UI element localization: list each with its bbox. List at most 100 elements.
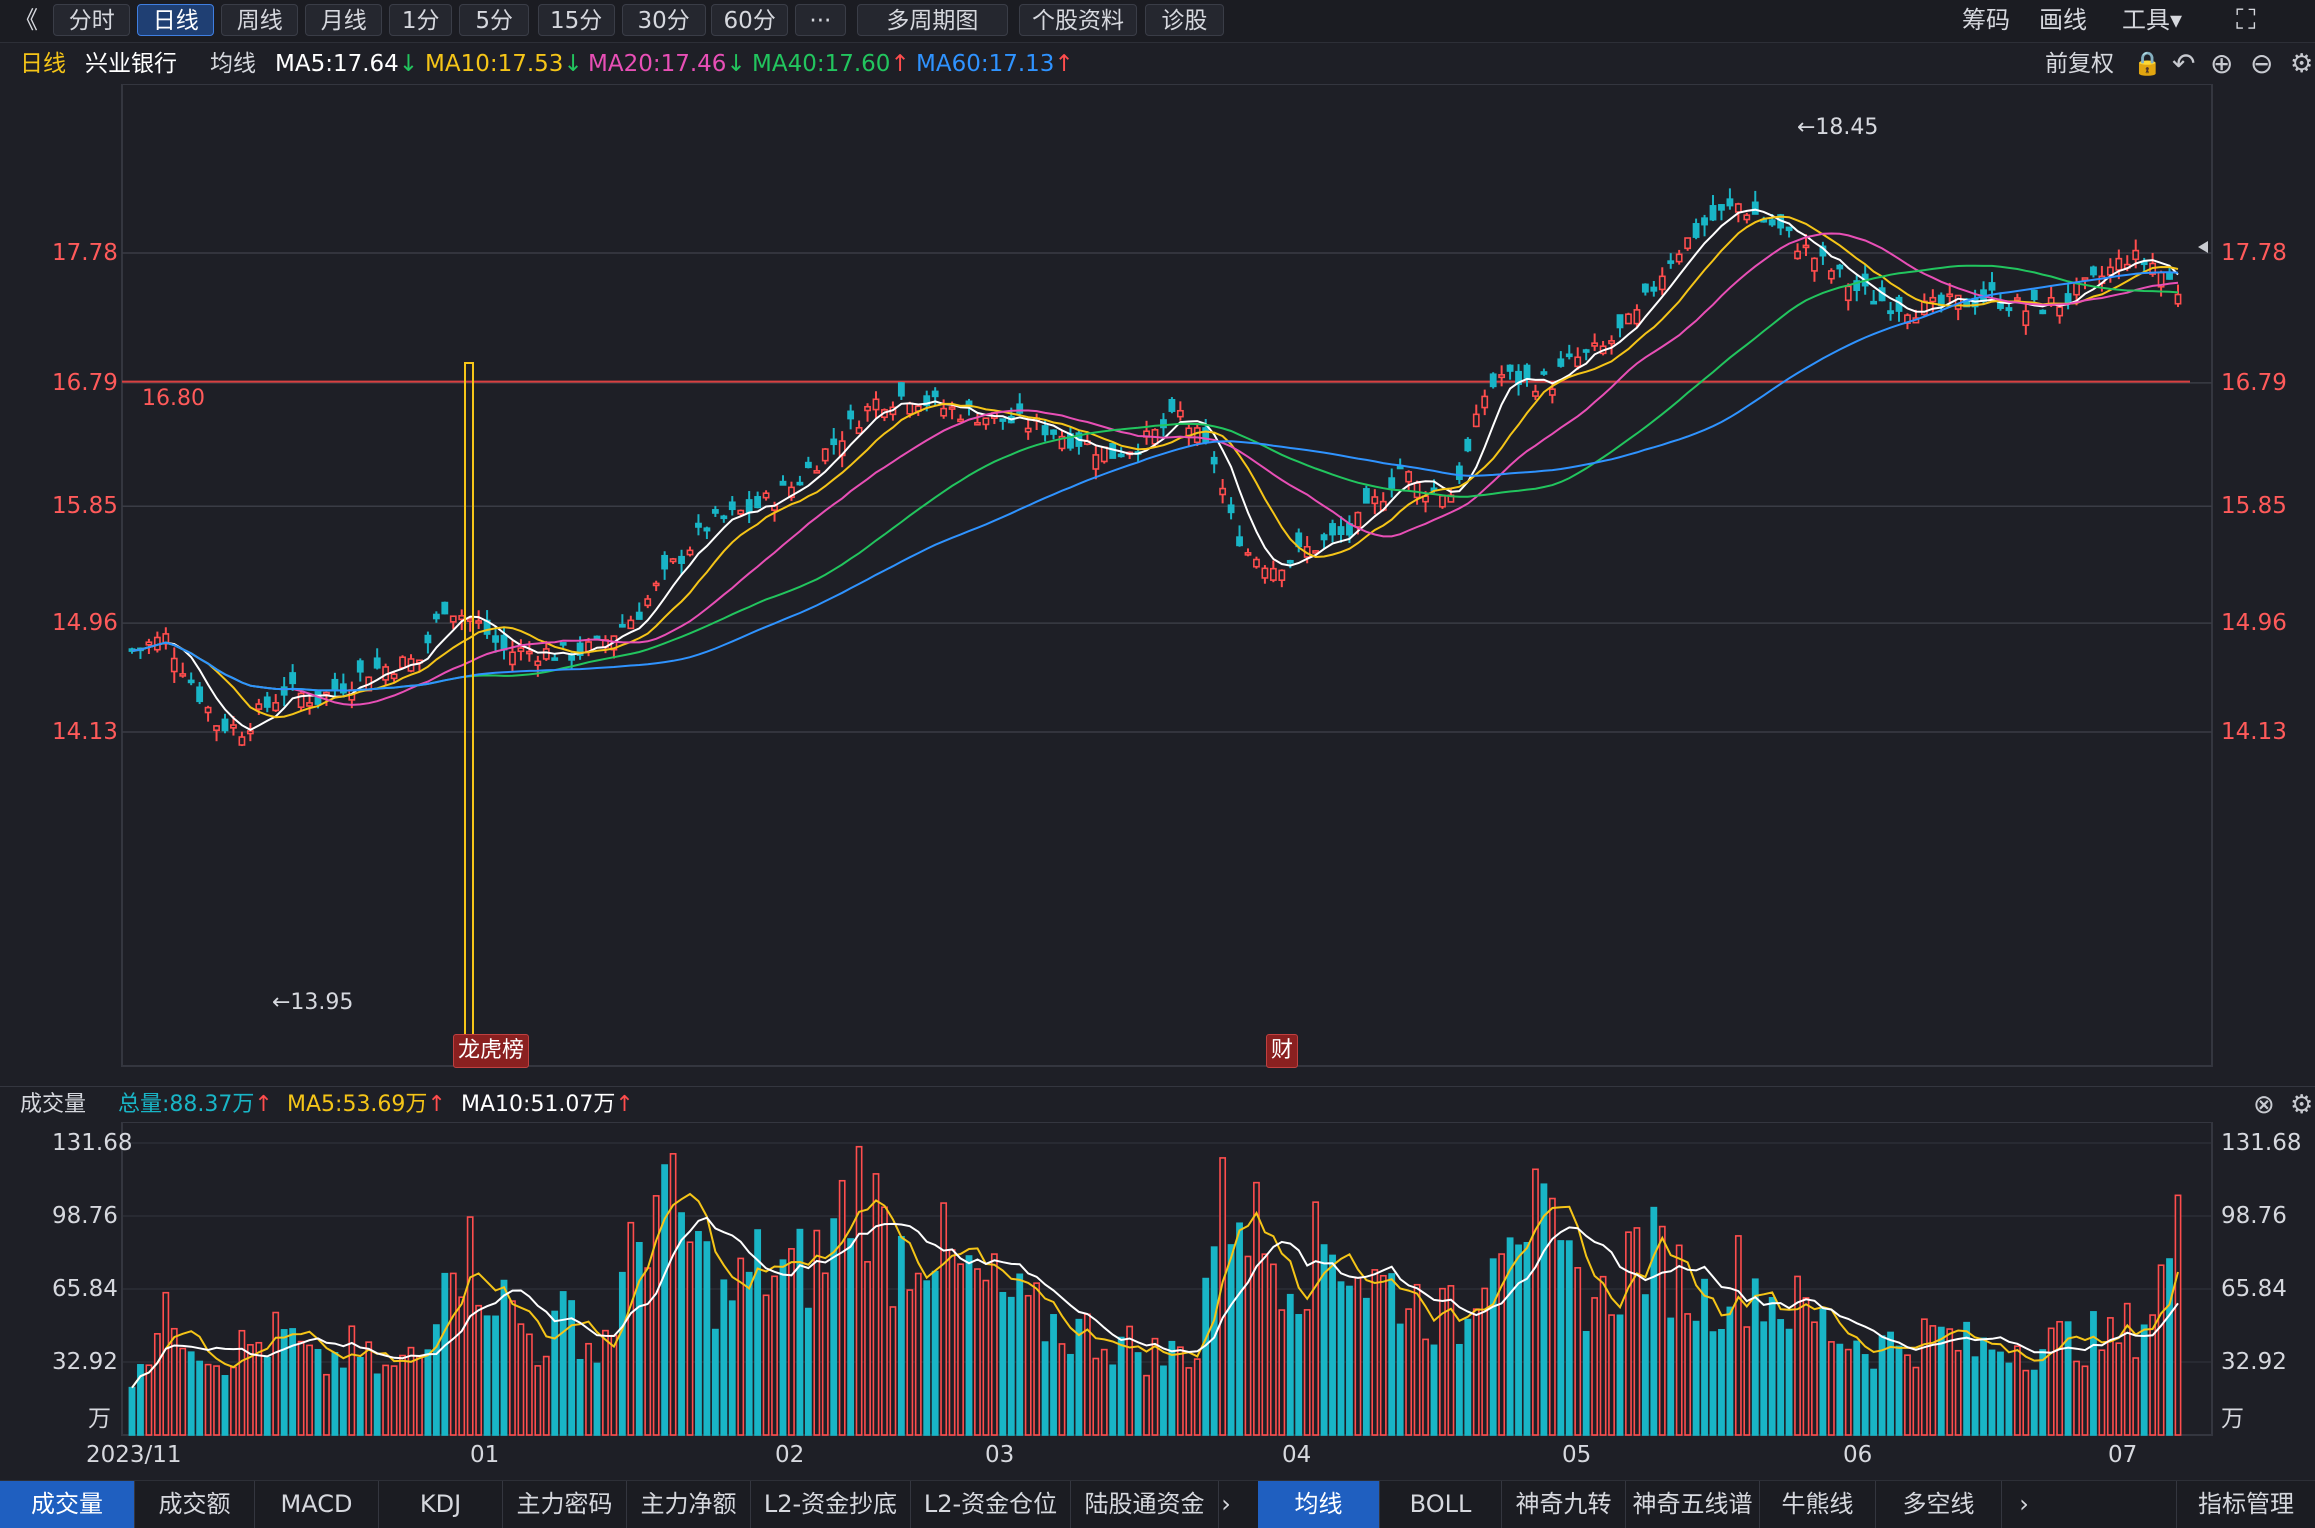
indicator-tab-1[interactable]: 成交额 <box>135 1481 255 1528</box>
settings-icon[interactable]: ⚙ <box>2290 49 2314 79</box>
volume-bar <box>1591 1297 1599 1436</box>
volume-bar <box>1548 1197 1556 1436</box>
zoom-out-icon[interactable]: ⊖ <box>2250 47 2274 80</box>
overlay-tab-3[interactable]: 神奇五线谱 <box>1626 1481 1760 1528</box>
draw-line-button[interactable]: 画线 <box>2039 6 2087 34</box>
volume-bar <box>1523 1241 1531 1436</box>
indicator-tab-6[interactable]: L2-资金抄底 <box>751 1481 911 1528</box>
candle-body <box>1413 482 1421 499</box>
indicator-tab-0[interactable]: 成交量 <box>0 1481 135 1528</box>
volume-bar <box>204 1363 212 1436</box>
volume-bar <box>1160 1365 1167 1436</box>
diagnose-button[interactable]: 诊股 <box>1145 4 1224 36</box>
volume-bar <box>1219 1157 1227 1436</box>
candle-body <box>2039 309 2047 315</box>
tab-30min[interactable]: 30分 <box>621 4 706 36</box>
candle-body <box>331 678 339 692</box>
candle-body <box>1388 477 1396 489</box>
candle-body <box>373 657 381 669</box>
tab-1min[interactable]: 1分 <box>389 4 453 36</box>
candle-body <box>1675 253 1683 263</box>
chevron-right-icon[interactable]: › <box>2019 1490 2029 1518</box>
overlay-tab-5[interactable]: 多空线 <box>1876 1481 2002 1528</box>
volume-settings-icon[interactable]: ⚙ <box>2290 1090 2314 1120</box>
candle-body <box>297 692 305 708</box>
volume-bar <box>534 1365 542 1436</box>
price-tick-right: 16.79 <box>2221 369 2287 396</box>
indicator-tab-5[interactable]: 主力净额 <box>627 1481 751 1528</box>
tools-menu-button[interactable]: 工具▾ <box>2122 6 2183 34</box>
volume-bar <box>1954 1349 1962 1436</box>
indicator-manager-button[interactable]: 指标管理 <box>2176 1481 2315 1528</box>
volume-bar <box>940 1202 948 1436</box>
overlay-tab-0[interactable]: 均线 <box>1258 1481 1380 1528</box>
candle-body <box>948 406 956 410</box>
indicator-tab-8[interactable]: 陆股通资金 <box>1071 1481 1219 1528</box>
indicator-tab-2[interactable]: MACD <box>255 1481 379 1528</box>
candle-body <box>1041 425 1049 436</box>
volume-bar <box>500 1279 508 1436</box>
lock-icon[interactable]: 🔒 <box>2133 51 2162 77</box>
tab-60min[interactable]: 60分 <box>711 4 789 36</box>
tab-daily[interactable]: 日线 <box>137 4 215 36</box>
volume-bar <box>813 1229 821 1436</box>
candle-body <box>2140 261 2148 266</box>
candle-body <box>255 703 263 710</box>
zoom-in-icon[interactable]: ⊕ <box>2210 47 2234 80</box>
more-button[interactable]: ··· <box>795 4 846 36</box>
ma20-value: MA20:17.46↓ <box>588 51 746 77</box>
candle-body <box>821 448 829 462</box>
volume-bar <box>475 1304 483 1436</box>
indicator-tab-4[interactable]: 主力密码 <box>503 1481 627 1528</box>
overlay-tab-4[interactable]: 牛熊线 <box>1760 1481 1876 1528</box>
candle-body <box>170 657 178 673</box>
volume-bar <box>280 1329 288 1436</box>
candle-body <box>145 641 153 646</box>
chip-distribution-button[interactable]: 筹码 <box>1962 6 2010 34</box>
volume-bar <box>2115 1342 2123 1436</box>
candle-body <box>1768 219 1776 226</box>
candle-body <box>737 509 745 515</box>
volume-bar <box>695 1231 702 1436</box>
candle-body <box>1827 270 1835 280</box>
tab-weekly[interactable]: 周线 <box>221 4 299 36</box>
volume-bar <box>602 1329 609 1436</box>
volume-chart[interactable] <box>0 1122 2315 1442</box>
fullscreen-icon[interactable]: ⛶ <box>2236 3 2256 36</box>
indicator-tab-3[interactable]: KDJ <box>379 1481 503 1528</box>
tab-fenshi[interactable]: 分时 <box>53 4 131 36</box>
avg-line-label[interactable]: 均线 <box>210 51 256 77</box>
overlay-tab-2[interactable]: 神奇九转 <box>1502 1481 1626 1528</box>
volume-bar <box>737 1257 745 1436</box>
ma60-line <box>131 271 2179 692</box>
price-chart[interactable] <box>0 84 2315 1084</box>
volume-header: 成交量 总量:88.37万↑ MA5:53.69万↑ MA10:51.07万↑ … <box>0 1086 2315 1123</box>
close-icon[interactable]: ⊗ <box>2253 1090 2275 1120</box>
volume-bar <box>593 1362 601 1436</box>
candle-body <box>542 648 550 660</box>
event-tag-longhubang[interactable]: 龙虎榜 <box>453 1034 530 1068</box>
ma5-value: MA5:17.64↓ <box>275 51 419 77</box>
undo-icon[interactable]: ↶ <box>2172 47 2196 80</box>
stock-profile-button[interactable]: 个股资料 <box>1019 4 1137 36</box>
candle-body <box>1929 296 1937 303</box>
tab-monthly[interactable]: 月线 <box>305 4 383 36</box>
event-tag-financial[interactable]: 财 <box>1266 1034 1299 1068</box>
volume-bar <box>1295 1314 1303 1436</box>
candle-body <box>1439 495 1446 508</box>
candle-body <box>1709 205 1717 221</box>
indicator-tab-7[interactable]: L2-资金仓位 <box>911 1481 1071 1528</box>
back-icon[interactable]: 《 <box>14 6 38 34</box>
fuquan-toggle[interactable]: 前复权 <box>2045 51 2114 77</box>
chevron-right-icon[interactable]: › <box>1221 1490 1231 1518</box>
tab-5min[interactable]: 5分 <box>459 4 530 36</box>
volume-bar <box>263 1356 271 1436</box>
volume-title[interactable]: 成交量 <box>20 1092 87 1117</box>
overlay-tab-1[interactable]: BOLL <box>1380 1481 1502 1528</box>
multi-period-button[interactable]: 多周期图 <box>856 4 1008 36</box>
stock-name[interactable]: 兴业银行 <box>85 51 177 77</box>
tab-15min[interactable]: 15分 <box>537 4 615 36</box>
x-axis-label: 04 <box>1282 1442 1312 1468</box>
volume-bar <box>678 1212 685 1436</box>
volume-bar <box>711 1328 719 1436</box>
